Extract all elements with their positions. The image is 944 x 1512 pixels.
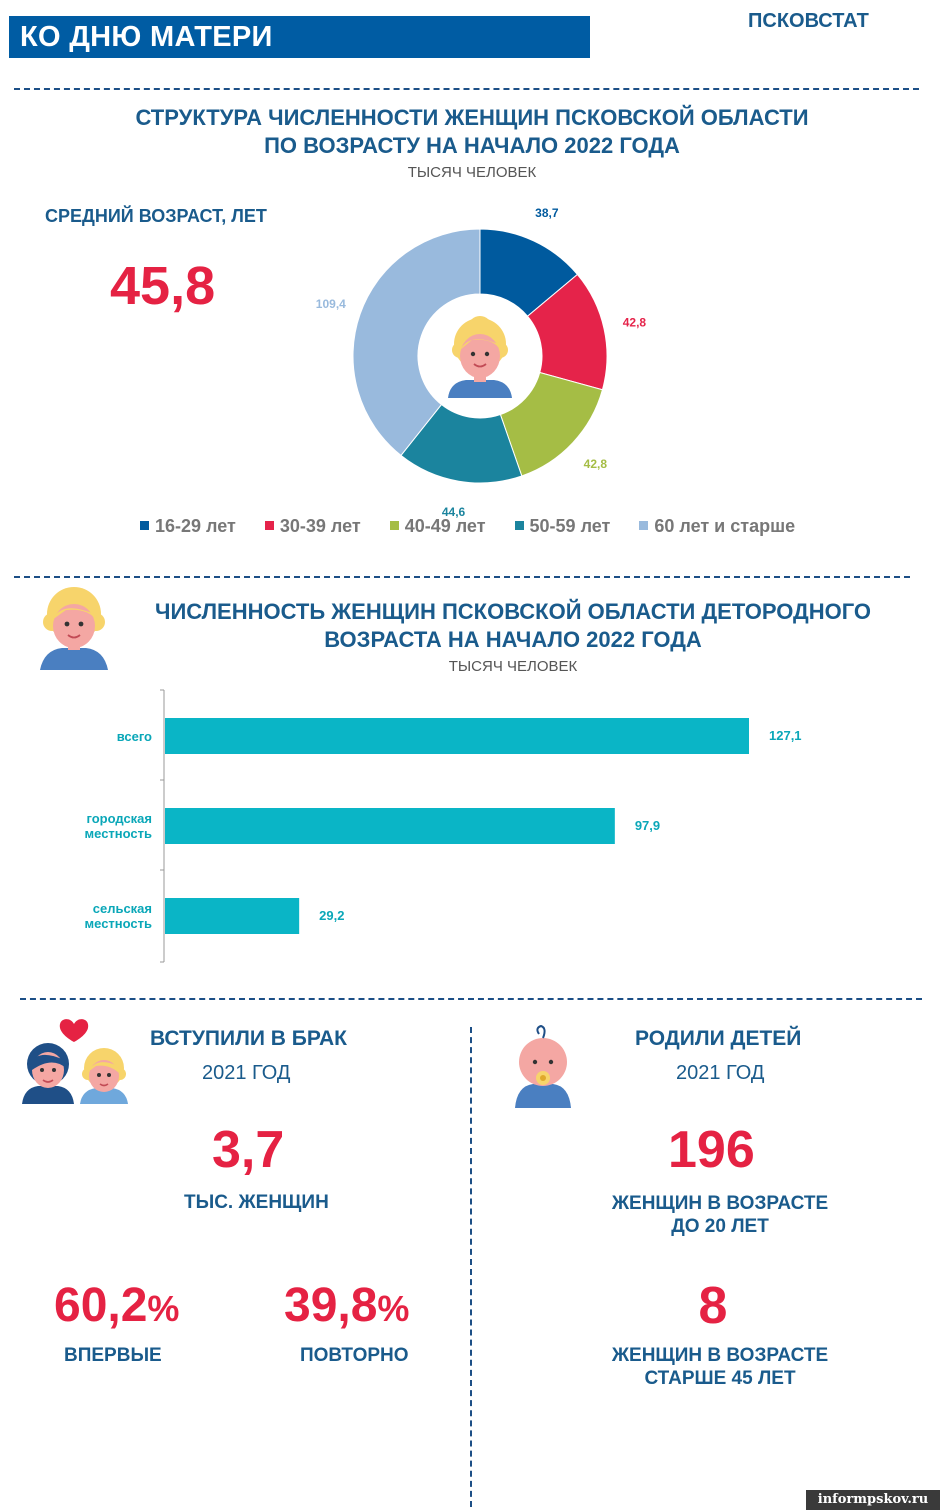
- births-over45-label: ЖЕНЩИН В ВОЗРАСТЕ СТАРШЕ 45 ЛЕТ: [560, 1344, 880, 1390]
- bar-category-label: всего: [116, 728, 152, 744]
- bars-title-line1: ЧИСЛЕННОСТЬ ЖЕНЩИН ПСКОВСКОЙ ОБЛАСТИ ДЕТ…: [154, 599, 871, 624]
- woman-face-icon: [40, 587, 108, 670]
- percent-sign: %: [377, 1288, 410, 1329]
- bar: [165, 808, 615, 844]
- donut-value-label: 44,6: [442, 505, 466, 519]
- births-over45-line2: СТАРШЕ 45 ЛЕТ: [644, 1368, 796, 1389]
- legend-label: 30-39 лет: [279, 516, 361, 536]
- couple-heart-icon: [22, 1019, 128, 1104]
- legend-swatch: [514, 520, 524, 530]
- percent-sign: %: [147, 1288, 180, 1329]
- legend-swatch: [389, 520, 399, 530]
- divider-3: [20, 998, 922, 1000]
- bar-value-label: 29,2: [319, 908, 345, 923]
- donut-chart: 38,7 42,8 42,8 44,6 109,4: [316, 206, 647, 519]
- bar-category-label: городская местность: [84, 811, 152, 841]
- brand-name: ПСКОВСТАТ: [748, 10, 869, 32]
- bars-units: ТЫСЯЧ ЧЕЛОВЕК: [448, 658, 578, 675]
- bar: [165, 718, 749, 754]
- first-marriage-percent: 60,2%: [54, 1278, 179, 1333]
- donut-title-line1: СТРУКТУРА ЧИСЛЕННОСТИ ЖЕНЩИН ПСКОВСКОЙ О…: [135, 105, 809, 130]
- legend-item-60-plus: 60 лет и старше: [639, 516, 795, 537]
- donut-value-label: 42,8: [623, 315, 647, 329]
- bars-title-line2: ВОЗРАСТА НА НАЧАЛО 2022 ГОДА: [324, 627, 702, 652]
- woman-face-icon: [448, 316, 512, 398]
- legend-label: 60 лет и старше: [654, 516, 796, 536]
- bars-title: ЧИСЛЕННОСТЬ ЖЕНЩИН ПСКОВСКОЙ ОБЛАСТИ ДЕТ…: [120, 598, 906, 654]
- page-title: КО ДНЮ МАТЕРИ: [20, 21, 273, 53]
- repeat-marriage-percent: 39,8%: [284, 1278, 409, 1333]
- bar: [165, 898, 300, 934]
- avg-age-label: СРЕДНИЙ ВОЗРАСТ, ЛЕТ: [45, 206, 267, 226]
- repeat-marriage-label: ПОВТОРНО: [300, 1345, 409, 1366]
- repeat-marriage-value: 39,8: [284, 1279, 378, 1332]
- births-year: 2021 ГОД: [676, 1062, 765, 1084]
- legend-swatch: [140, 520, 149, 530]
- baby-icon: [515, 1024, 571, 1108]
- vertical-divider: [470, 1027, 472, 1507]
- avg-age-value: 45,8: [110, 256, 216, 316]
- donut-value-label: 42,8: [584, 457, 608, 471]
- legend-item-40-49: 40-49 лет: [389, 516, 486, 537]
- bar-chart: [160, 689, 749, 963]
- births-over45-value: 8: [698, 1277, 728, 1335]
- marriage-value: 3,7: [212, 1121, 285, 1179]
- first-marriage-value: 60,2: [54, 1279, 148, 1332]
- marriage-title: ВСТУПИЛИ В БРАК: [150, 1027, 347, 1050]
- donut-value-label: 109,4: [316, 297, 346, 311]
- legend-label: 40-49 лет: [404, 516, 486, 536]
- header-bar: [9, 16, 590, 58]
- bar-category-label: сельская местность: [84, 901, 152, 931]
- marriage-year: 2021 ГОД: [202, 1062, 291, 1084]
- legend-item-30-39: 30-39 лет: [264, 516, 361, 537]
- legend-swatch: [264, 520, 274, 530]
- watermark: informpskov.ru: [806, 1490, 940, 1510]
- divider-2: [14, 576, 910, 578]
- births-under20-label: ЖЕНЩИН В ВОЗРАСТЕ ДО 20 ЛЕТ: [560, 1192, 880, 1238]
- bar-value-label: 127,1: [769, 728, 802, 743]
- births-under20-line2: ДО 20 ЛЕТ: [671, 1216, 769, 1237]
- donut-units: ТЫСЯЧ ЧЕЛОВЕК: [407, 164, 537, 181]
- donut-legend: 16-29 лет 30-39 лет 40-49 лет 50-59 лет …: [140, 516, 819, 537]
- bar-value-label: 97,9: [634, 818, 661, 833]
- donut-title: СТРУКТУРА ЧИСЛЕННОСТИ ЖЕНЩИН ПСКОВСКОЙ О…: [0, 104, 944, 160]
- legend-label: 50-59 лет: [529, 516, 611, 536]
- legend-item-16-29: 16-29 лет: [140, 516, 236, 537]
- donut-title-line2: ПО ВОЗРАСТУ НА НАЧАЛО 2022 ГОДА: [264, 133, 680, 158]
- legend-swatch: [639, 520, 649, 530]
- births-over45-line1: ЖЕНЩИН В ВОЗРАСТЕ: [611, 1345, 829, 1366]
- births-under20-line1: ЖЕНЩИН В ВОЗРАСТЕ: [611, 1193, 829, 1214]
- marriage-unit: ТЫС. ЖЕНЩИН: [184, 1192, 329, 1213]
- divider-1: [14, 88, 919, 90]
- legend-item-50-59: 50-59 лет: [514, 516, 611, 537]
- legend-label: 16-29 лет: [155, 516, 236, 536]
- births-title: РОДИЛИ ДЕТЕЙ: [635, 1027, 802, 1050]
- first-marriage-label: ВПЕРВЫЕ: [64, 1345, 162, 1366]
- donut-value-label: 38,7: [535, 206, 559, 220]
- births-under20-value: 196: [668, 1121, 755, 1179]
